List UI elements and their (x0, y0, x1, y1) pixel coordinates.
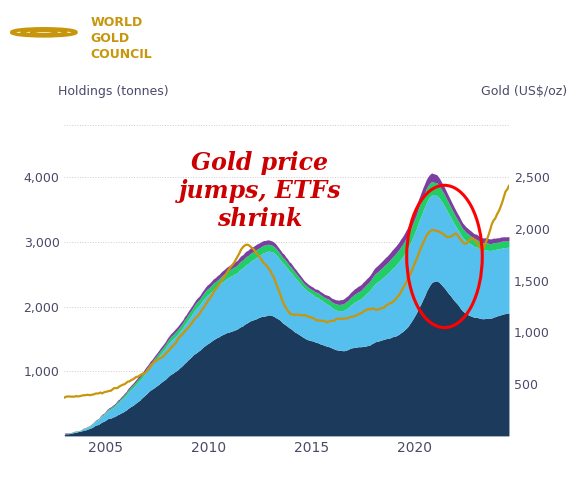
Text: Gold (US$/oz): Gold (US$/oz) (481, 84, 567, 98)
Text: COUNCIL: COUNCIL (91, 48, 153, 61)
Text: GOLD: GOLD (91, 33, 130, 46)
Text: Holdings (tonnes): Holdings (tonnes) (58, 84, 169, 98)
Text: Gold price
jumps, ETFs
shrink: Gold price jumps, ETFs shrink (179, 151, 341, 231)
Text: WORLD: WORLD (91, 16, 143, 29)
